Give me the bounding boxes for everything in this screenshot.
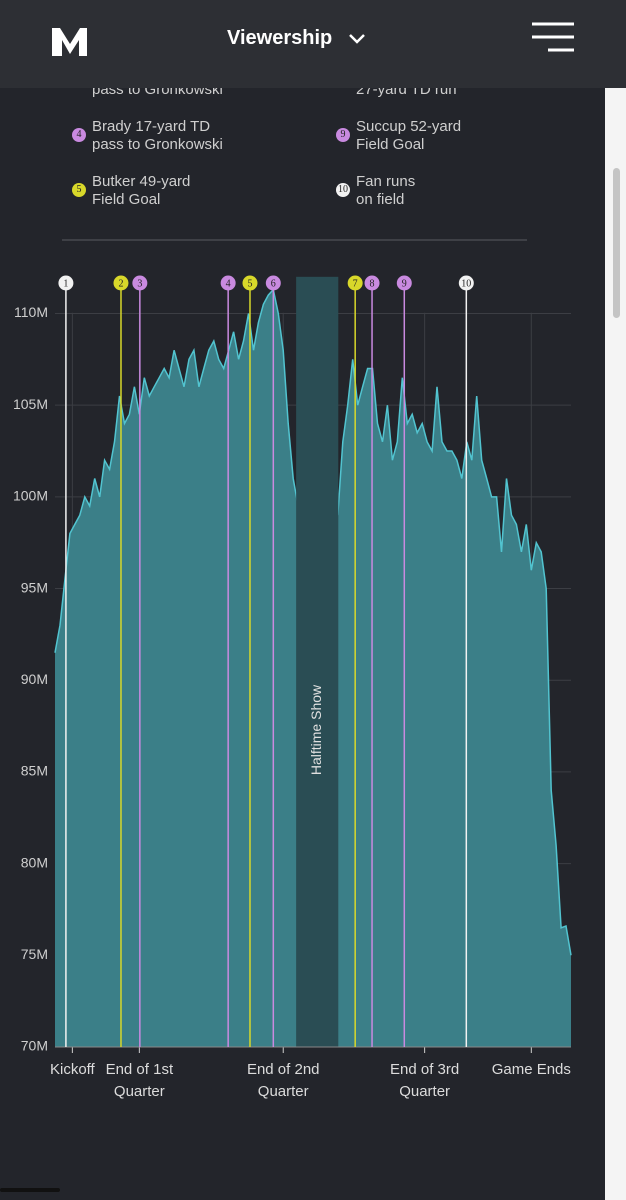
legend-marker: 9 bbox=[336, 128, 350, 142]
legend-text: Field Goal bbox=[92, 191, 161, 208]
legend-item: 9 Succup 52-yard Field Goal bbox=[336, 118, 462, 154]
x-tick-label: End of 1st Quarter bbox=[105, 1061, 174, 1100]
y-tick-label: 105M bbox=[13, 396, 48, 412]
scrollbar-thumb[interactable] bbox=[613, 168, 620, 318]
legend-marker: 5 bbox=[72, 183, 86, 197]
y-tick-label: 85M bbox=[21, 763, 48, 779]
halftime-band bbox=[296, 276, 339, 1047]
legend-item: 10 Fan runs on field bbox=[336, 173, 416, 209]
x-tick-label: End of 2nd Quarter bbox=[246, 1061, 320, 1100]
event-label: 8 bbox=[370, 278, 375, 289]
legend-text: pass to Gronkowski bbox=[92, 136, 223, 153]
legend-text: Fan runs bbox=[356, 173, 416, 190]
event-marker bbox=[458, 275, 474, 291]
y-tick-label: 100M bbox=[13, 488, 48, 504]
event-marker bbox=[364, 275, 380, 291]
event-label: 9 bbox=[402, 278, 407, 289]
x-tick-label: Game Ends bbox=[491, 1061, 571, 1078]
legend-text: Butker 49-yard bbox=[92, 173, 191, 190]
event-label: 3 bbox=[137, 278, 142, 289]
event-label: 6 bbox=[271, 278, 276, 289]
event-label: 7 bbox=[353, 278, 358, 289]
y-tick-label: 90M bbox=[21, 671, 48, 687]
event-label: 2 bbox=[118, 278, 123, 289]
dropdown-chevron[interactable] bbox=[349, 34, 365, 44]
y-tick-label: 75M bbox=[21, 946, 48, 962]
chart: 70M 75M 80M 85M 90M 95M 100M 105M 110M Halftime S… bbox=[13, 239, 572, 1054]
event-marker bbox=[347, 275, 363, 291]
home-indicator bbox=[0, 1188, 60, 1192]
y-tick-label: 110M bbox=[14, 304, 48, 320]
event-marker bbox=[265, 275, 281, 291]
legend-marker: 10 bbox=[336, 183, 350, 197]
event-marker bbox=[220, 275, 236, 291]
header-title[interactable]: Viewership bbox=[227, 27, 333, 49]
legend-text: Field Goal bbox=[356, 136, 425, 153]
event-label: 5 bbox=[247, 278, 252, 289]
event-marker bbox=[113, 275, 129, 291]
header: Viewership bbox=[0, 0, 626, 88]
legend-text: Brady 17-yard TD bbox=[92, 118, 211, 135]
event-label: 10 bbox=[461, 278, 471, 289]
x-tick-label: Kickoff bbox=[49, 1061, 95, 1078]
y-tick-label: 80M bbox=[21, 854, 48, 870]
event-marker bbox=[396, 275, 412, 291]
event-label: 4 bbox=[226, 278, 231, 289]
y-tick-label: 70M bbox=[21, 1038, 48, 1054]
logo[interactable] bbox=[52, 28, 87, 56]
event-marker bbox=[132, 275, 148, 291]
legend-text: Succup 52-yard bbox=[356, 118, 462, 135]
legend-marker: 4 bbox=[72, 128, 86, 142]
legend-item: 4 Brady 17-yard TD pass to Gronkowski bbox=[72, 118, 223, 154]
event-marker bbox=[58, 275, 74, 291]
event-label: 1 bbox=[63, 278, 68, 289]
legend-item: 5 Butker 49-yard Field Goal bbox=[72, 173, 191, 209]
header-graphics bbox=[52, 22, 574, 56]
y-tick-label: 95M bbox=[21, 579, 48, 595]
scrollbar bbox=[605, 88, 626, 1200]
event-marker bbox=[242, 275, 258, 291]
legend-text: on field bbox=[356, 191, 405, 208]
x-tick-label: End of 3rd Quarter bbox=[390, 1061, 460, 1100]
halftime-label: Halftime Show bbox=[308, 684, 324, 775]
